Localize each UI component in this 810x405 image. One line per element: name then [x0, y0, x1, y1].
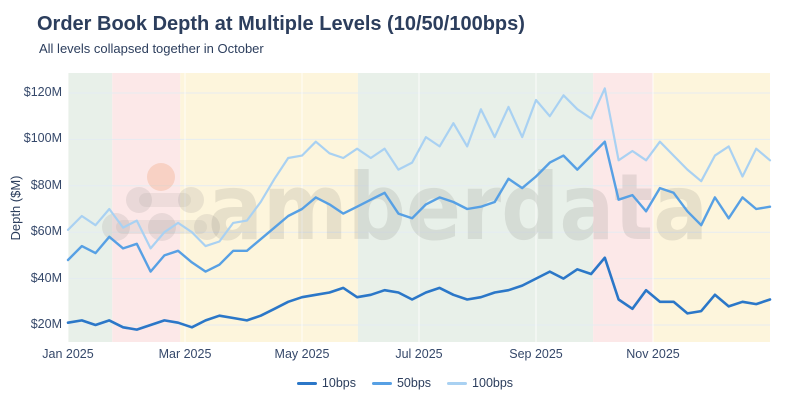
y-tick-label: $120M: [23, 85, 62, 99]
plot-band: [68, 73, 113, 342]
x-tick-label: Jan 2025: [42, 347, 94, 361]
background-bands: [68, 73, 770, 342]
x-tick-label: Jul 2025: [395, 347, 443, 361]
legend-swatch-icon: [296, 381, 317, 385]
series-line-50bps: [66, 140, 772, 273]
y-tick-label: $20M: [30, 317, 62, 331]
logo-dot-orange: [147, 163, 175, 191]
legend-label: 100bps: [472, 376, 514, 390]
logo-dot-grey: [178, 187, 204, 213]
y-tick-label: $40M: [30, 270, 62, 285]
legend-label: 10bps: [321, 376, 356, 390]
chart-title: Order Book Depth at Multiple Levels (10/…: [37, 13, 525, 35]
legend: 10bps 50bps 100bps: [0, 376, 810, 390]
series-lines: [66, 87, 772, 331]
legend-swatch-icon: [371, 381, 392, 385]
watermark-text: amberdata: [208, 154, 708, 261]
logo-connector: [116, 220, 207, 234]
amberdata-logo-icon: [102, 163, 220, 241]
logo-dot-grey: [126, 187, 152, 213]
logo-dot-grey: [194, 214, 220, 240]
x-tick-label: Mar 2025: [158, 347, 212, 361]
series-line-100bps: [66, 87, 772, 250]
logo-dot-grey: [148, 213, 176, 241]
y-tick-label: $80M: [30, 177, 62, 192]
watermark: amberdata: [102, 154, 708, 261]
logo-connector: [139, 193, 191, 207]
x-tick-label: May 2025: [274, 347, 330, 361]
legend-label: 50bps: [396, 376, 432, 390]
plot-band: [180, 73, 358, 342]
legend-item-100bps[interactable]: 100bps: [447, 376, 513, 390]
x-tick-label: Sep 2025: [509, 347, 563, 361]
chart-subtitle: All levels collapsed together in October: [39, 41, 264, 56]
x-tick-label: Nov 2025: [626, 347, 680, 361]
legend-swatch-icon: [447, 381, 468, 385]
y-tick-label: $100M: [23, 131, 62, 146]
logo-dot-grey: [102, 213, 130, 241]
plot-band: [112, 73, 181, 342]
legend-item-50bps[interactable]: 50bps: [371, 376, 432, 390]
legend-item-10bps[interactable]: 10bps: [296, 376, 356, 390]
series-line-10bps: [66, 256, 772, 331]
y-tick-label: $60M: [30, 224, 62, 239]
